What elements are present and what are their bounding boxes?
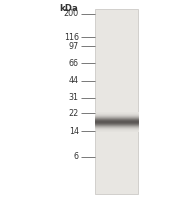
Text: 200: 200	[64, 9, 79, 18]
Text: 97: 97	[68, 42, 79, 51]
Text: 44: 44	[69, 76, 79, 85]
Text: 116: 116	[64, 33, 79, 42]
Text: kDa: kDa	[59, 4, 78, 13]
Bar	[95, 9, 138, 194]
Text: 22: 22	[68, 109, 79, 118]
Text: 66: 66	[69, 59, 79, 68]
Text: 31: 31	[69, 93, 79, 102]
Text: 14: 14	[69, 126, 79, 136]
Text: 6: 6	[74, 152, 79, 161]
